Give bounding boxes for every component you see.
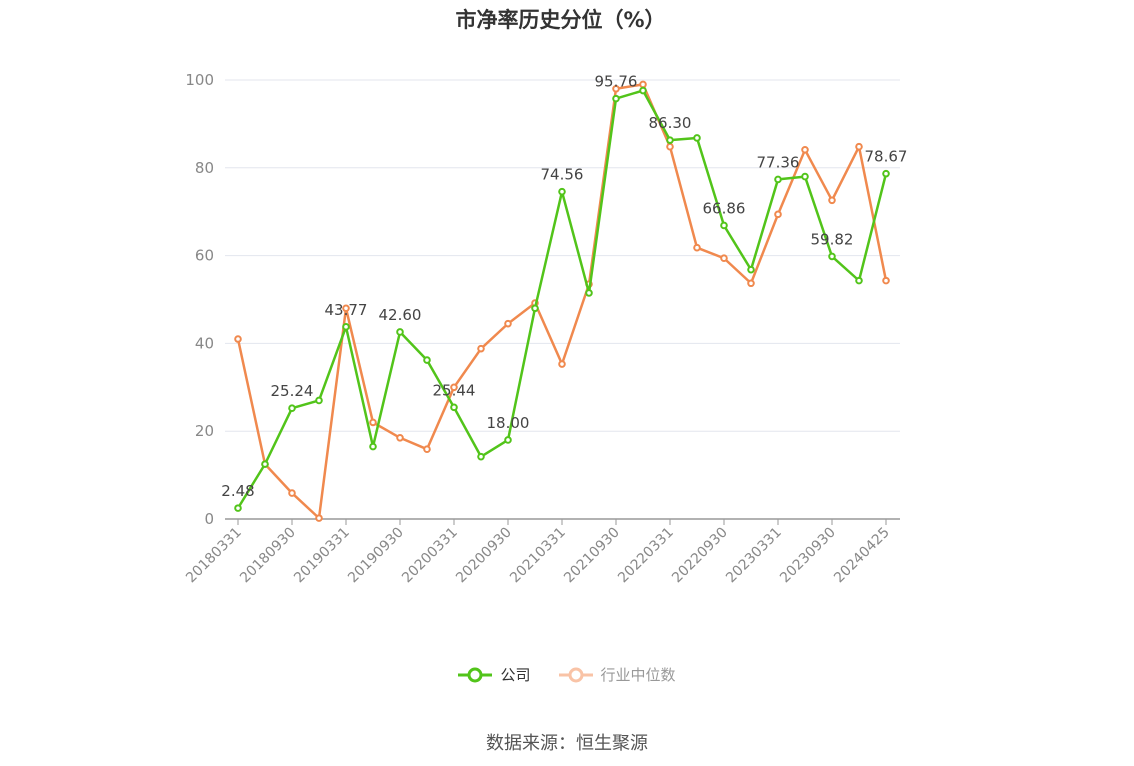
- data-point-s0: [234, 504, 242, 512]
- legend-item-company[interactable]: 公司: [458, 664, 531, 685]
- x-tick-label: 20220930: [669, 525, 731, 587]
- data-point-s1: [234, 335, 242, 343]
- data-point-s1: [693, 243, 701, 252]
- data-point-s1: [828, 196, 836, 205]
- data-label: 74.56: [541, 166, 584, 184]
- x-tick-label: 20190930: [345, 525, 407, 587]
- chart-legend: 公司 行业中位数: [0, 664, 1134, 685]
- y-tick-label: 80: [195, 159, 214, 177]
- data-label: 66.86: [703, 199, 746, 217]
- y-tick-label: 60: [195, 247, 214, 265]
- data-point-s1: [342, 304, 350, 313]
- series-lines: [234, 80, 890, 522]
- data-point-s0: [369, 442, 377, 451]
- x-tick-label: 20200331: [399, 525, 461, 587]
- x-tick-label: 20240425: [831, 525, 893, 587]
- data-point-s0: [423, 356, 431, 364]
- data-point-s1: [855, 142, 863, 151]
- data-point-s0: [882, 169, 890, 178]
- data-point-s1: [288, 489, 296, 497]
- data-point-s0: [504, 436, 512, 444]
- data-label: 78.67: [865, 148, 908, 166]
- data-point-s1: [450, 383, 458, 392]
- data-point-s0: [531, 304, 539, 313]
- data-point-s0: [396, 328, 404, 336]
- x-tick-label: 20200930: [453, 525, 515, 587]
- data-label: 42.60: [379, 306, 422, 324]
- chart-title: 市净率历史分位（%）: [455, 8, 666, 32]
- data-point-s1: [558, 360, 566, 368]
- data-label: 2.48: [221, 482, 254, 500]
- data-point-s0: [558, 187, 566, 196]
- data-point-s1: [396, 433, 404, 442]
- data-point-s1: [504, 319, 512, 328]
- data-point-s1: [747, 279, 755, 288]
- x-tick-label: 20220331: [615, 525, 677, 587]
- legend-industry-marker: [558, 667, 593, 682]
- y-tick-label: 0: [204, 510, 214, 528]
- data-point-s1: [315, 514, 323, 522]
- x-tick-label: 20230930: [777, 525, 839, 587]
- legend-company-marker: [458, 667, 493, 682]
- legend-label-industry-median: 行业中位数: [600, 666, 676, 684]
- data-point-s1: [774, 210, 782, 219]
- data-point-s0: [666, 136, 674, 144]
- x-tick-label: 20180331: [183, 525, 245, 587]
- data-point-s0: [855, 276, 863, 285]
- y-tick-label: 100: [185, 71, 214, 89]
- data-source: 数据来源：恒生聚源: [486, 733, 648, 754]
- data-point-s1: [720, 254, 728, 263]
- data-point-s0: [585, 289, 593, 297]
- x-tick-label: 20190331: [291, 525, 353, 587]
- data-label: 43.77: [325, 301, 368, 319]
- data-label: 95.76: [595, 73, 638, 91]
- data-point-s1: [639, 80, 647, 89]
- data-point-s0: [612, 94, 620, 103]
- axes: 0 20 40 60 80 100 2018033120180930201903312019…: [183, 71, 900, 586]
- data-point-s0: [315, 396, 323, 405]
- data-label: 25.44: [433, 381, 476, 399]
- legend-item-industry-median[interactable]: 行业中位数: [558, 664, 676, 685]
- data-point-s0: [261, 460, 269, 468]
- data-point-s1: [666, 142, 674, 151]
- data-labels: 2.48 25.24 43.77 42.60 25.44 18.00 74.56 95.76 8…: [221, 73, 907, 500]
- data-point-s0: [720, 221, 728, 230]
- data-point-s0: [801, 172, 809, 181]
- data-point-s0: [450, 403, 458, 412]
- y-tick-label: 20: [195, 422, 214, 440]
- data-point-s0: [774, 175, 782, 184]
- data-label: 86.30: [649, 114, 692, 132]
- data-point-s1: [612, 84, 620, 93]
- x-tick-label: 20230331: [723, 525, 785, 587]
- data-point-s1: [423, 445, 431, 453]
- data-point-s0: [747, 265, 755, 274]
- y-tick-label: 40: [195, 334, 214, 352]
- data-point-s0: [639, 86, 647, 95]
- data-point-s0: [288, 404, 296, 412]
- data-point-s0: [693, 134, 701, 142]
- data-point-s0: [828, 252, 836, 261]
- data-point-s0: [342, 323, 350, 331]
- data-point-s0: [477, 452, 485, 461]
- data-label: 59.82: [811, 230, 854, 248]
- data-point-s1: [369, 418, 377, 427]
- grid-lines: [225, 79, 900, 432]
- x-tick-label: 20210930: [561, 525, 623, 587]
- data-point-s1: [801, 146, 809, 154]
- data-point-s1: [882, 276, 890, 285]
- data-label: 77.36: [757, 153, 800, 171]
- legend-label-company: 公司: [500, 666, 531, 684]
- x-tick-label: 20180930: [237, 525, 299, 587]
- data-point-s1: [477, 344, 485, 353]
- data-label: 25.24: [271, 382, 314, 400]
- x-tick-label: 20210331: [507, 525, 569, 587]
- data-label: 18.00: [487, 414, 530, 432]
